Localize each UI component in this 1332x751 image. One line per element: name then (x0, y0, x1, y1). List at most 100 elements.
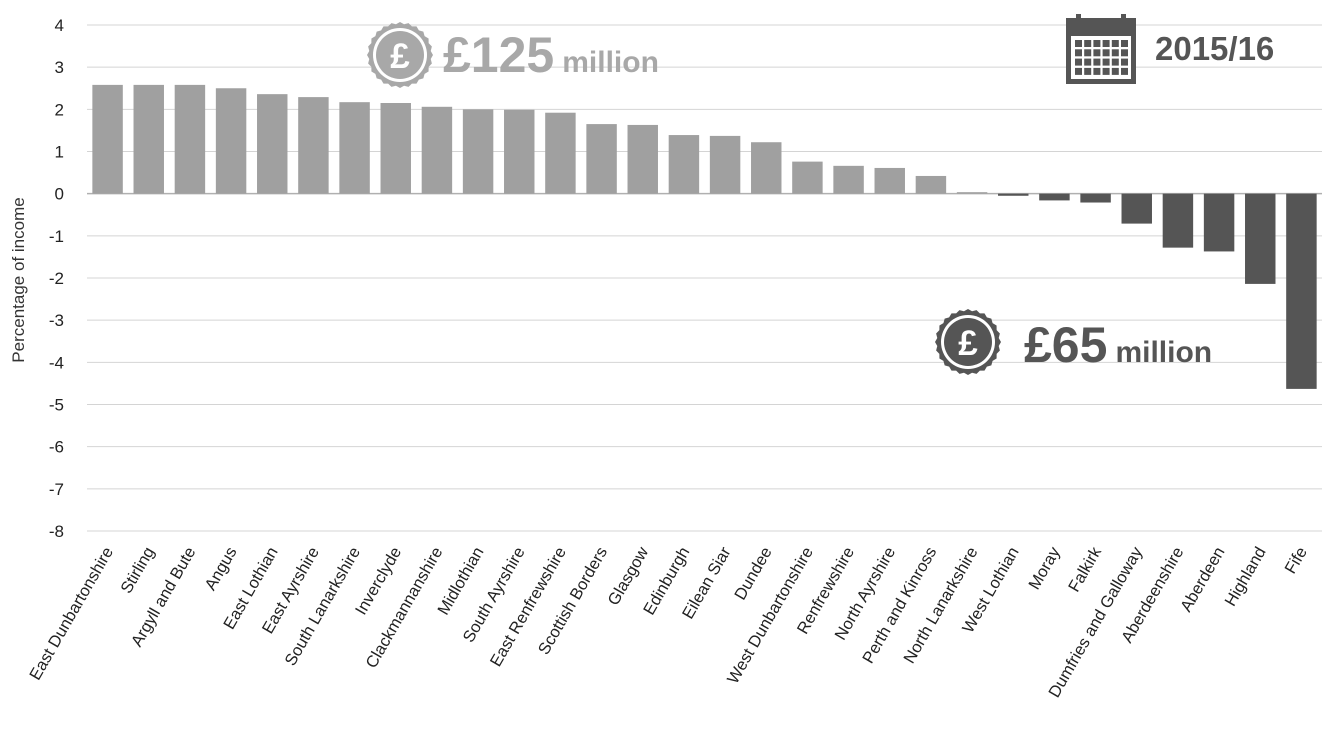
calendar-cell (1121, 40, 1128, 47)
y-tick-label: -6 (49, 438, 64, 457)
y-axis-label: Percentage of income (9, 197, 28, 362)
calendar-cell (1084, 67, 1092, 75)
calendar-cell (1111, 49, 1119, 57)
y-tick-label: 3 (55, 58, 64, 77)
calendar-cell (1111, 67, 1119, 75)
deficit-unit: million (1115, 336, 1212, 369)
calendar-cell (1121, 58, 1128, 66)
bar (339, 102, 370, 194)
y-tick-label: 2 (55, 100, 64, 119)
calendar-cell (1093, 40, 1101, 47)
bar (545, 112, 576, 194)
bar (1121, 193, 1152, 224)
y-tick-label: -1 (49, 227, 64, 246)
surplus-unit: million (562, 46, 659, 79)
bars (92, 84, 1317, 389)
bar (1080, 193, 1111, 203)
y-tick-label: -2 (49, 269, 64, 288)
bar (462, 109, 494, 194)
bar (668, 135, 700, 194)
x-category-label: Fife (1282, 544, 1311, 577)
y-axis-ticks: 4 3 2 1 0 -1 -2 -3 -4 -5 -6 -7 -8 (49, 16, 64, 541)
calendar-cell (1075, 58, 1082, 66)
surplus-amount: £125 (443, 27, 554, 83)
bar (92, 84, 123, 194)
surplus-annotation: £ £125 million (367, 22, 659, 88)
calendar-cell (1075, 49, 1082, 57)
year-annotation: 2015/16 (1066, 14, 1274, 84)
x-category-label: Perth and Kinross (859, 544, 940, 667)
calendar-cell (1121, 67, 1128, 75)
bar (998, 193, 1029, 196)
year-label: 2015/16 (1155, 30, 1274, 67)
bar (1039, 193, 1070, 201)
bar (792, 161, 823, 194)
y-tick-label: -3 (49, 311, 64, 330)
x-category-label: Highland (1222, 544, 1270, 609)
bar (421, 106, 453, 194)
calendar-cell (1102, 40, 1110, 47)
calendar-cell (1102, 49, 1110, 57)
calendar-cell (1111, 40, 1119, 47)
deficit-amount-text: £65 million (1024, 317, 1212, 373)
bar (833, 165, 864, 194)
x-category-label: Angus (202, 544, 241, 594)
x-category-label: East Dunbartonshire (26, 544, 117, 683)
pound-coin-icon: £ (367, 22, 433, 88)
x-category-label: North Lanarkshire (900, 544, 981, 667)
calendar-cell (1121, 49, 1128, 57)
bar (956, 192, 988, 194)
bar (1162, 193, 1194, 248)
svg-text:£: £ (390, 37, 410, 76)
bar (586, 124, 617, 194)
bar (215, 88, 247, 194)
y-tick-label: -7 (49, 480, 64, 499)
bar (709, 135, 741, 194)
y-tick-label: 4 (55, 16, 64, 35)
calendar-cell (1111, 58, 1119, 66)
y-tick-label: 0 (55, 185, 64, 204)
bar (874, 167, 905, 194)
calendar-icon (1066, 14, 1136, 84)
bar (751, 142, 782, 194)
x-category-label: Moray (1025, 543, 1064, 592)
deficit-annotation: £ £65 million (935, 309, 1212, 375)
x-category-label: Stirling (117, 544, 158, 597)
bar (1286, 193, 1317, 389)
calendar-cell (1093, 67, 1101, 75)
bar (174, 84, 206, 194)
bar (915, 175, 947, 194)
calendar-cell (1075, 40, 1082, 47)
calendar-cell (1084, 40, 1092, 47)
x-category-label: East Renfrewshire (487, 544, 570, 670)
x-category-label: Clackmannanshire (362, 544, 446, 671)
calendar-cell (1084, 49, 1092, 57)
pound-coin-icon: £ (935, 309, 1001, 375)
x-category-label: South Lanarkshire (281, 544, 364, 669)
bar (133, 84, 164, 194)
calendar-cell (1102, 67, 1110, 75)
calendar-cell (1075, 67, 1082, 75)
bar (504, 109, 535, 194)
bar (257, 94, 288, 194)
calendar-cell (1093, 49, 1101, 57)
bar (1245, 193, 1276, 284)
calendar-cell (1084, 58, 1092, 66)
bar (627, 124, 658, 194)
calendar-cell (1102, 58, 1110, 66)
x-category-label: Dundee (731, 544, 775, 603)
y-tick-label: 1 (55, 143, 64, 162)
bar (298, 97, 329, 194)
bar (380, 103, 411, 194)
y-tick-label: -8 (49, 522, 64, 541)
bar (1203, 193, 1235, 252)
calendar-cell (1093, 58, 1101, 66)
deficit-amount: £65 (1024, 317, 1107, 373)
x-category-label: Falkirk (1065, 543, 1105, 595)
y-tick-label: -5 (49, 396, 64, 415)
y-tick-label: -4 (49, 353, 64, 372)
svg-text:£: £ (958, 324, 978, 363)
surplus-amount-text: £125 million (443, 27, 659, 83)
